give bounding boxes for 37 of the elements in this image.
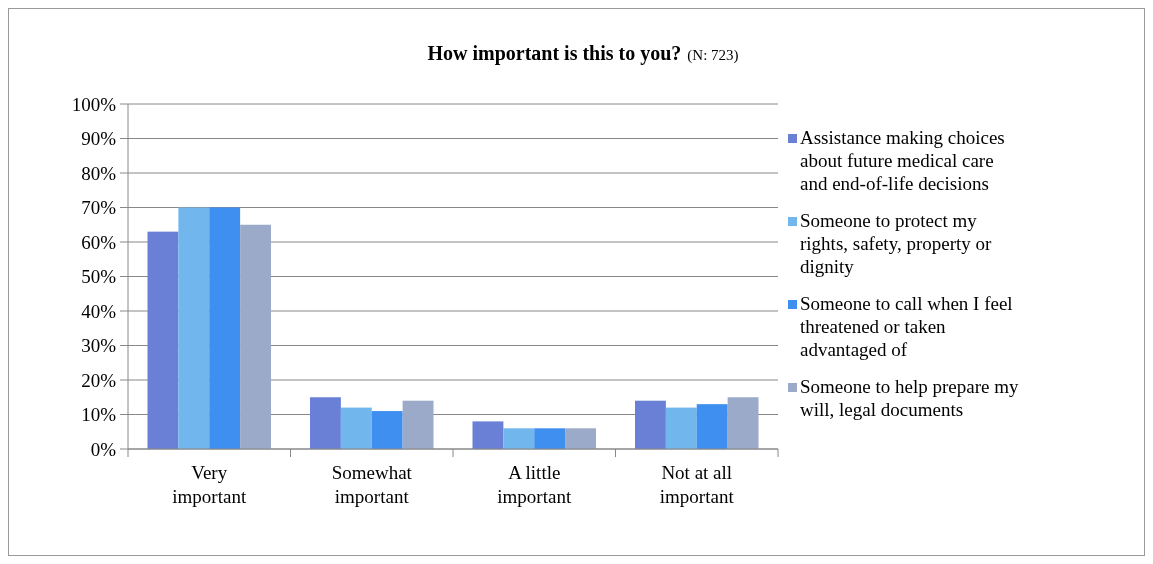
x-tick-label: Very important — [172, 462, 247, 507]
y-tick-label: 20% — [81, 369, 117, 391]
legend-label: Someone to call when I feel threatened or taken advantaged of — [800, 293, 1013, 360]
x-tick-label: Not at all important — [659, 462, 735, 507]
bar — [534, 428, 566, 449]
y-tick-label: 0% — [90, 438, 117, 460]
y-tick-label: 50% — [81, 266, 117, 288]
legend-label: Assistance making choices about future medical care and end-of-life decisions — [800, 127, 1005, 194]
y-tick-label: 10% — [81, 404, 117, 426]
bar — [178, 207, 210, 449]
bar — [503, 428, 535, 449]
bar — [371, 411, 403, 449]
chart-subtitle: (N: 723) — [687, 47, 739, 64]
bar — [635, 400, 666, 449]
y-tick-label: 60% — [81, 231, 117, 253]
bar — [402, 400, 434, 449]
bar — [665, 407, 697, 449]
bar — [696, 404, 728, 449]
bar — [340, 407, 372, 449]
bar — [310, 397, 341, 449]
bar — [147, 231, 179, 449]
bar — [472, 421, 504, 449]
y-tick-label: 70% — [81, 197, 117, 219]
bar — [240, 224, 271, 449]
bar — [727, 397, 759, 449]
bar — [209, 207, 241, 449]
chart-title: How important is this to you? — [427, 42, 682, 65]
y-tick-label: 80% — [81, 162, 117, 184]
y-tick-label: 30% — [81, 335, 117, 357]
legend-label: Someone to help prepare my will, legal documents — [800, 376, 1019, 420]
y-tick-label: 90% — [81, 128, 117, 150]
legend-label: Someone to protect my rights, safety, property or dignity — [800, 210, 993, 277]
y-tick-label: 100% — [71, 93, 117, 115]
bar — [565, 428, 596, 449]
y-tick-label: 40% — [81, 300, 117, 322]
x-tick-label: Somewhat important — [331, 462, 413, 507]
x-tick-label: A little important — [497, 462, 572, 507]
